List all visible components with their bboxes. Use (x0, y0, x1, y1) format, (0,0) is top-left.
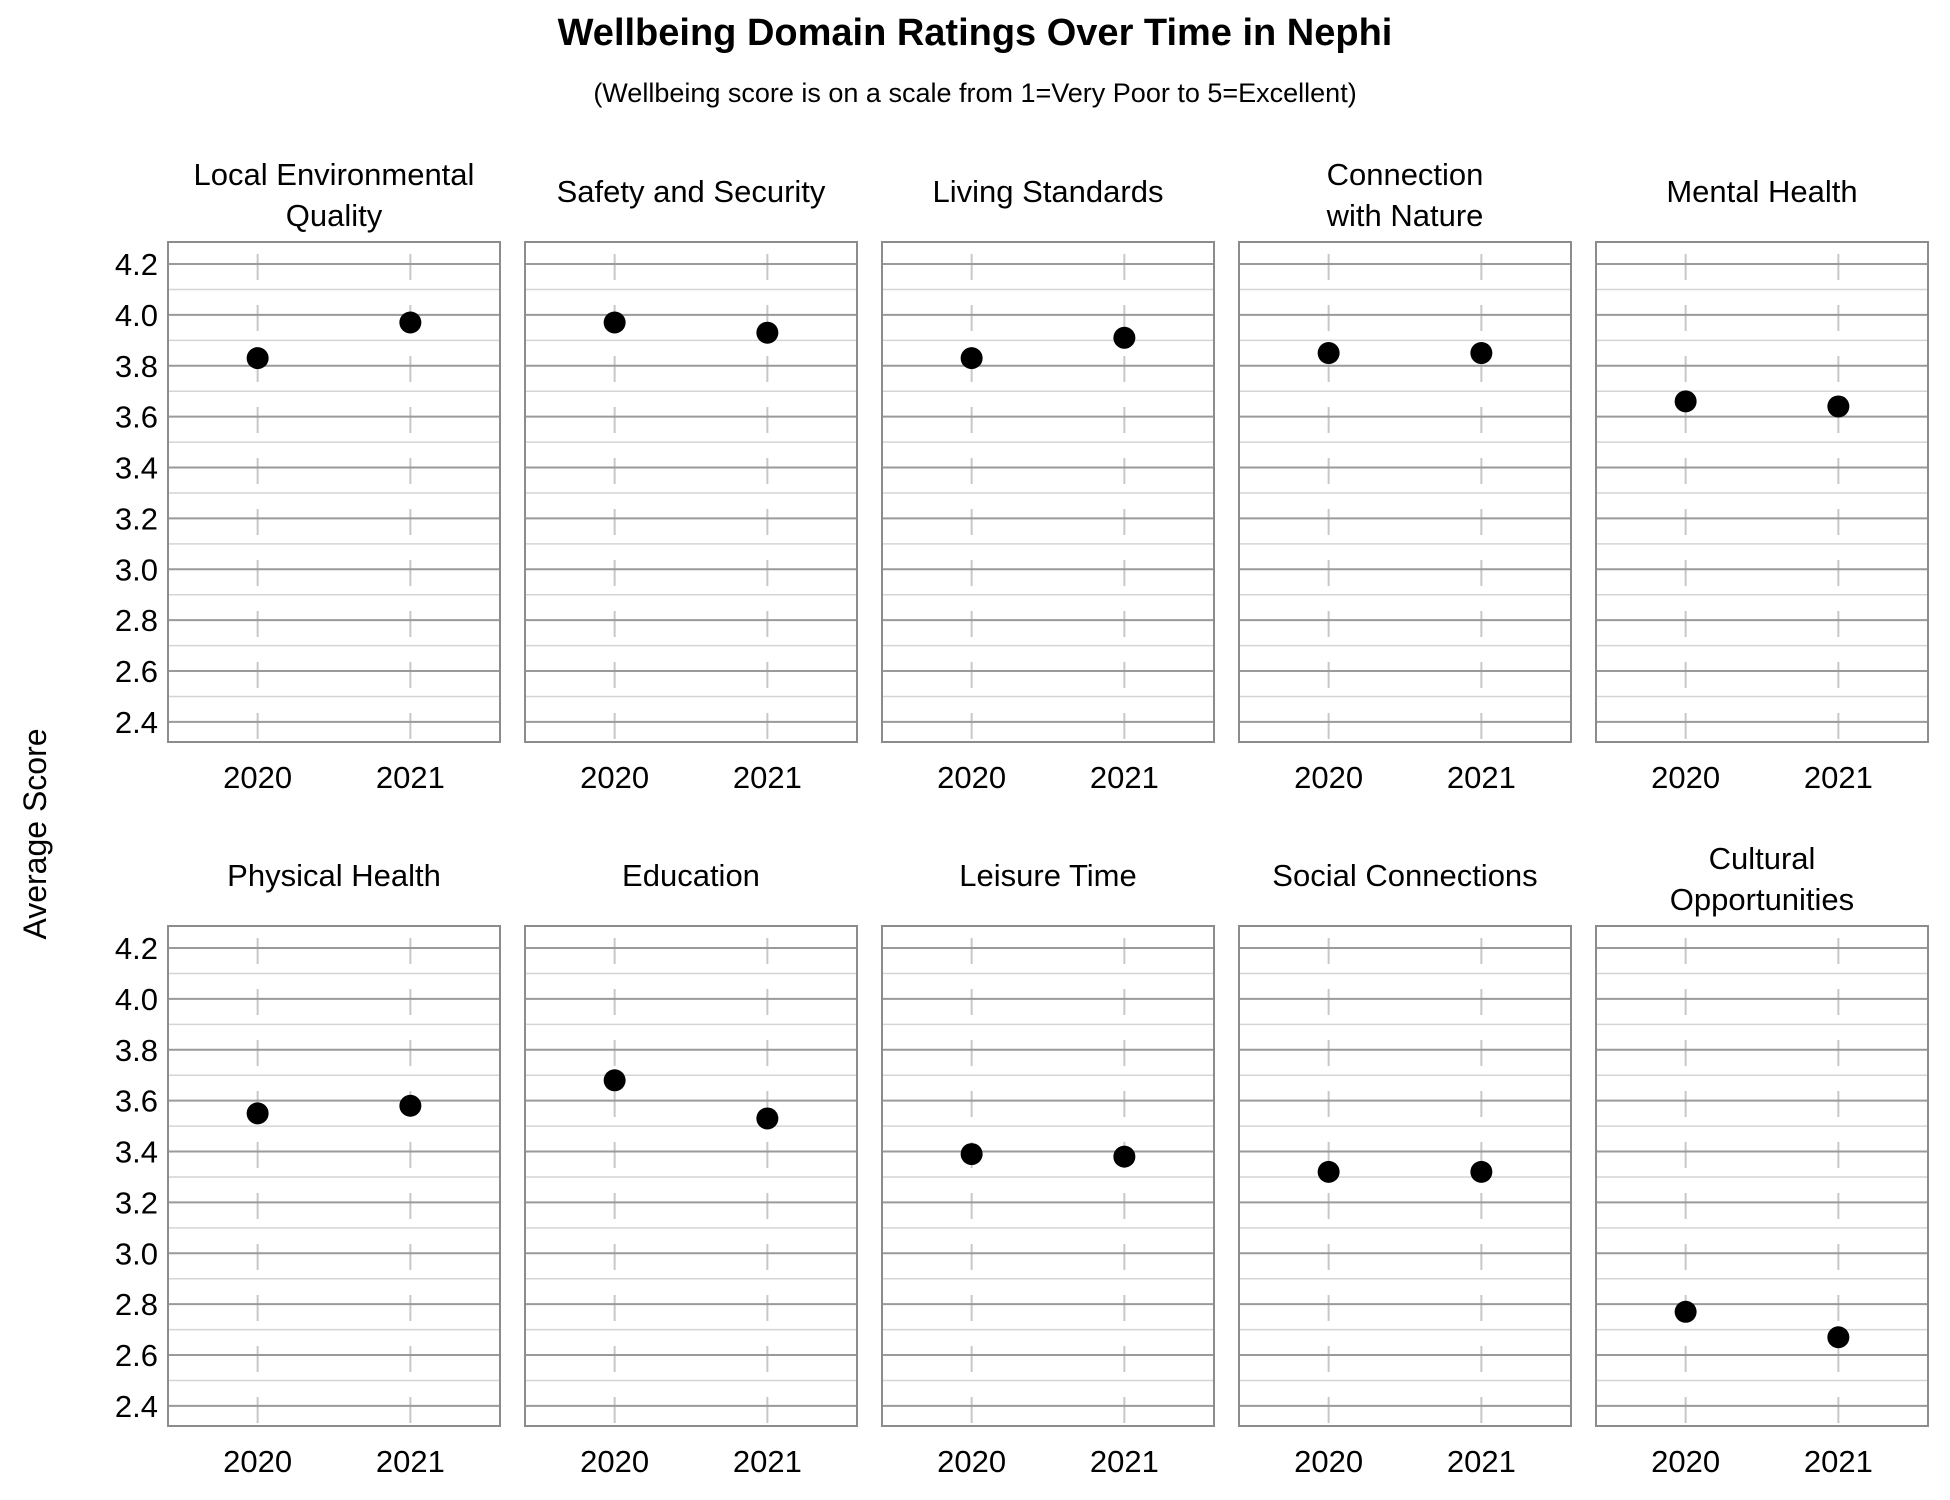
panel-title: Local Environmental (194, 157, 475, 192)
y-tick-label: 2.6 (115, 1338, 158, 1373)
y-tick-label: 4.2 (115, 247, 158, 282)
data-point (960, 347, 983, 370)
y-tick-label: 2.8 (115, 603, 158, 638)
data-point (1317, 342, 1340, 365)
y-tick-label: 3.6 (115, 400, 158, 435)
panel-background (525, 242, 857, 742)
y-tick-label: 3.4 (115, 1135, 158, 1170)
x-tick-label: 2020 (1294, 760, 1363, 795)
data-point (1674, 1300, 1697, 1323)
data-point (1317, 1160, 1340, 1183)
y-tick-label: 3.2 (115, 501, 158, 536)
y-tick-label: 3.0 (115, 1236, 158, 1271)
panel-title: Connection (1327, 157, 1484, 192)
x-tick-label: 2021 (376, 760, 445, 795)
data-point (603, 311, 626, 334)
y-tick-label: 3.6 (115, 1084, 158, 1119)
y-tick-label: 3.4 (115, 451, 158, 486)
data-point (1827, 395, 1850, 418)
data-point (756, 321, 779, 344)
panel-background (168, 926, 500, 1426)
panel-border (524, 925, 858, 1427)
panel-title: Leisure Time (959, 858, 1136, 893)
panel-border (1238, 241, 1572, 743)
chart-subtitle: (Wellbeing score is on a scale from 1=Ve… (593, 78, 1357, 108)
chart-title: Wellbeing Domain Ratings Over Time in Ne… (557, 12, 1393, 54)
panel-background (1239, 242, 1571, 742)
panel-background (882, 242, 1214, 742)
panel-background (1596, 926, 1928, 1426)
x-tick-label: 2020 (223, 1444, 292, 1479)
data-point (1470, 342, 1493, 365)
x-tick-label: 2021 (733, 1444, 802, 1479)
panel-border (1595, 241, 1929, 743)
x-tick-label: 2021 (1447, 760, 1516, 795)
data-point (1113, 1145, 1136, 1168)
data-point (1470, 1160, 1493, 1183)
x-tick-label: 2020 (580, 760, 649, 795)
y-tick-label: 3.8 (115, 349, 158, 384)
panel-background (1239, 926, 1571, 1426)
panel-border (881, 925, 1215, 1427)
x-tick-label: 2020 (937, 1444, 1006, 1479)
panel-border (524, 241, 858, 743)
panel-background (1596, 242, 1928, 742)
panel-title: Safety and Security (557, 174, 826, 209)
panel-title: Opportunities (1670, 882, 1854, 917)
y-axis-label: Average Score (17, 728, 53, 939)
x-tick-label: 2020 (580, 1444, 649, 1479)
panel-border (881, 241, 1215, 743)
x-tick-label: 2020 (223, 760, 292, 795)
x-tick-label: 2021 (733, 760, 802, 795)
panel-title: Education (622, 858, 760, 893)
y-tick-label: 2.4 (115, 705, 158, 740)
y-tick-label: 2.4 (115, 1389, 158, 1424)
panel-border (167, 925, 501, 1427)
data-point (399, 311, 422, 334)
x-tick-label: 2021 (1090, 760, 1159, 795)
panel-border (1238, 925, 1572, 1427)
x-tick-label: 2021 (1447, 1444, 1516, 1479)
panel-title: Social Connections (1272, 858, 1537, 893)
y-tick-label: 4.2 (115, 931, 158, 966)
x-tick-label: 2021 (1804, 760, 1873, 795)
data-point (756, 1107, 779, 1130)
data-point (246, 347, 269, 370)
y-tick-label: 3.0 (115, 552, 158, 587)
panel-title: Mental Health (1666, 174, 1857, 209)
panel-border (167, 241, 501, 743)
x-tick-label: 2021 (1804, 1444, 1873, 1479)
data-point (246, 1102, 269, 1125)
x-tick-label: 2020 (1651, 760, 1720, 795)
panel-title: Living Standards (933, 174, 1164, 209)
panel-background (168, 242, 500, 742)
panel-background (882, 926, 1214, 1426)
y-tick-label: 2.6 (115, 654, 158, 689)
y-tick-label: 3.2 (115, 1185, 158, 1220)
y-tick-label: 4.0 (115, 298, 158, 333)
panel-border (1595, 925, 1929, 1427)
x-tick-label: 2021 (1090, 1444, 1159, 1479)
data-point (1674, 390, 1697, 413)
y-tick-label: 2.8 (115, 1287, 158, 1322)
data-point (1113, 326, 1136, 349)
panel-title: with Nature (1326, 198, 1484, 233)
panel-title: Physical Health (227, 858, 441, 893)
panel-title: Quality (286, 198, 383, 233)
panel-background (525, 926, 857, 1426)
y-tick-label: 4.0 (115, 982, 158, 1017)
x-tick-label: 2020 (937, 760, 1006, 795)
data-point (960, 1143, 983, 1166)
data-point (1827, 1326, 1850, 1349)
x-tick-label: 2020 (1294, 1444, 1363, 1479)
panel-title: Cultural (1709, 841, 1816, 876)
x-tick-label: 2021 (376, 1444, 445, 1479)
x-tick-label: 2020 (1651, 1444, 1720, 1479)
data-point (399, 1094, 422, 1117)
data-point (603, 1069, 626, 1092)
y-tick-label: 3.8 (115, 1033, 158, 1068)
